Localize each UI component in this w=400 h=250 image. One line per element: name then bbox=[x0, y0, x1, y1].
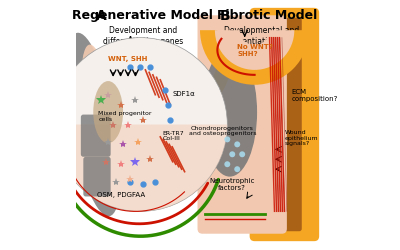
Text: ECM
composition?: ECM composition? bbox=[292, 88, 338, 101]
Ellipse shape bbox=[202, 48, 257, 177]
Text: Development and
differentiation genes: Development and differentiation genes bbox=[103, 26, 183, 46]
Circle shape bbox=[234, 142, 240, 148]
Text: Wound
epithelium
signals?: Wound epithelium signals? bbox=[284, 129, 318, 146]
Wedge shape bbox=[215, 31, 294, 70]
Circle shape bbox=[239, 152, 245, 158]
FancyBboxPatch shape bbox=[81, 115, 111, 157]
FancyBboxPatch shape bbox=[277, 19, 302, 231]
Text: Regenerative Model: Regenerative Model bbox=[72, 9, 213, 22]
Circle shape bbox=[234, 166, 240, 172]
Text: A: A bbox=[96, 9, 106, 23]
Text: SDF1α: SDF1α bbox=[173, 90, 196, 96]
Wedge shape bbox=[31, 20, 248, 147]
Circle shape bbox=[54, 38, 227, 212]
FancyBboxPatch shape bbox=[83, 157, 111, 197]
Text: OSM, PDGFAA: OSM, PDGFAA bbox=[96, 192, 145, 198]
Text: ER-TR7
Col-III: ER-TR7 Col-III bbox=[163, 130, 184, 141]
Wedge shape bbox=[24, 34, 262, 145]
FancyBboxPatch shape bbox=[250, 9, 319, 241]
Wedge shape bbox=[46, 46, 235, 140]
Text: No WNT?
SHH?: No WNT? SHH? bbox=[237, 44, 273, 57]
Ellipse shape bbox=[81, 46, 120, 204]
Text: Mixed progenitor
cells: Mixed progenitor cells bbox=[98, 110, 152, 121]
Ellipse shape bbox=[66, 34, 120, 216]
Text: Developmental and
differentiation genes: Developmental and differentiation genes bbox=[222, 26, 302, 46]
Circle shape bbox=[224, 162, 230, 168]
FancyBboxPatch shape bbox=[198, 16, 287, 234]
Ellipse shape bbox=[93, 82, 123, 144]
Text: Chondroprogenitors
and osteoprogenitors: Chondroprogenitors and osteoprogenitors bbox=[188, 125, 256, 136]
Wedge shape bbox=[54, 125, 227, 212]
Circle shape bbox=[224, 137, 230, 143]
Text: Neurotrophic
factors?: Neurotrophic factors? bbox=[210, 177, 255, 190]
Text: WNT, SHH: WNT, SHH bbox=[108, 56, 148, 62]
Text: B: B bbox=[220, 9, 230, 23]
Wedge shape bbox=[200, 31, 309, 86]
Circle shape bbox=[229, 152, 235, 158]
Text: Fibrotic Model: Fibrotic Model bbox=[217, 9, 317, 22]
